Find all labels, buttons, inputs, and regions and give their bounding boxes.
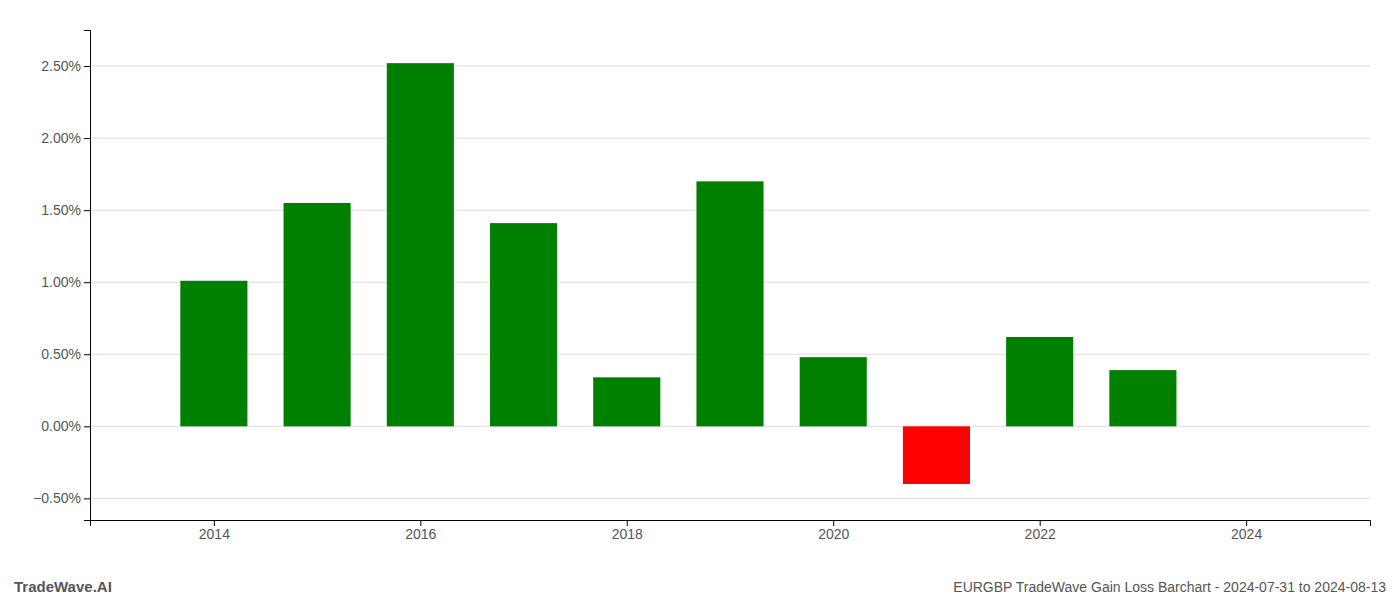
x-tick-label: 2024 bbox=[1231, 526, 1262, 542]
y-tick: 0.00% bbox=[41, 418, 90, 434]
x-tick: 2014 bbox=[199, 520, 230, 542]
x-tick-label: 2014 bbox=[199, 526, 230, 542]
chart: −0.50% 0.00% 0.50% 1.00% 1.50% 2.00% 2.50% 2014… bbox=[0, 0, 1400, 600]
bar bbox=[696, 181, 763, 426]
bar bbox=[1006, 337, 1073, 426]
grid-line bbox=[90, 498, 1370, 499]
x-tick-label: 2016 bbox=[405, 526, 436, 542]
y-tick-label: 0.50% bbox=[41, 346, 81, 362]
bar bbox=[1109, 370, 1176, 426]
y-tick-label: 1.00% bbox=[41, 274, 81, 290]
y-tick-label: 0.00% bbox=[41, 418, 81, 434]
x-tick: 2018 bbox=[612, 520, 643, 542]
y-tick: 2.50% bbox=[41, 58, 90, 74]
bar bbox=[593, 377, 660, 426]
y-axis: −0.50% 0.00% 0.50% 1.00% 1.50% 2.00% 2.50% bbox=[33, 31, 90, 521]
bar bbox=[800, 357, 867, 426]
bar bbox=[387, 63, 454, 426]
grid-line bbox=[90, 138, 1370, 139]
grid bbox=[90, 66, 1370, 498]
x-axis-line bbox=[91, 521, 1371, 527]
y-tick-mark bbox=[84, 498, 90, 499]
footer-left: TradeWave.AI bbox=[14, 578, 112, 595]
x-tick-label: 2018 bbox=[612, 526, 643, 542]
x-tick-label: 2022 bbox=[1025, 526, 1056, 542]
bar bbox=[490, 223, 557, 426]
y-tick: 1.00% bbox=[41, 274, 90, 290]
x-tick: 2020 bbox=[818, 520, 849, 542]
y-axis-line bbox=[84, 31, 91, 521]
footer-right: EURGBP TradeWave Gain Loss Barchart - 20… bbox=[953, 579, 1386, 595]
y-tick-mark bbox=[84, 66, 90, 67]
y-tick-mark bbox=[84, 138, 90, 139]
y-tick-label: 2.50% bbox=[41, 58, 81, 74]
x-tick: 2024 bbox=[1231, 520, 1262, 542]
bar bbox=[284, 203, 351, 426]
bars bbox=[180, 63, 1176, 484]
y-tick-label: 1.50% bbox=[41, 202, 81, 218]
y-tick-mark bbox=[84, 210, 90, 211]
bar bbox=[903, 426, 970, 484]
y-tick: 1.50% bbox=[41, 202, 90, 218]
y-tick-label: −0.50% bbox=[33, 490, 81, 506]
y-tick-mark bbox=[84, 282, 90, 283]
y-tick: 0.50% bbox=[41, 346, 90, 362]
y-tick-mark bbox=[84, 426, 90, 427]
y-tick-mark bbox=[84, 354, 90, 355]
y-tick: 2.00% bbox=[41, 130, 90, 146]
plot: −0.50% 0.00% 0.50% 1.00% 1.50% 2.00% 2.50% 2014… bbox=[33, 31, 1370, 542]
x-tick: 2022 bbox=[1025, 520, 1056, 542]
x-axis: 2014 2016 2018 2020 2022 2024 bbox=[91, 520, 1371, 542]
bar bbox=[180, 281, 247, 427]
y-tick-label: 2.00% bbox=[41, 130, 81, 146]
y-tick: −0.50% bbox=[33, 490, 90, 506]
x-tick-label: 2020 bbox=[818, 526, 849, 542]
grid-line bbox=[90, 66, 1370, 67]
x-tick: 2016 bbox=[405, 520, 436, 542]
